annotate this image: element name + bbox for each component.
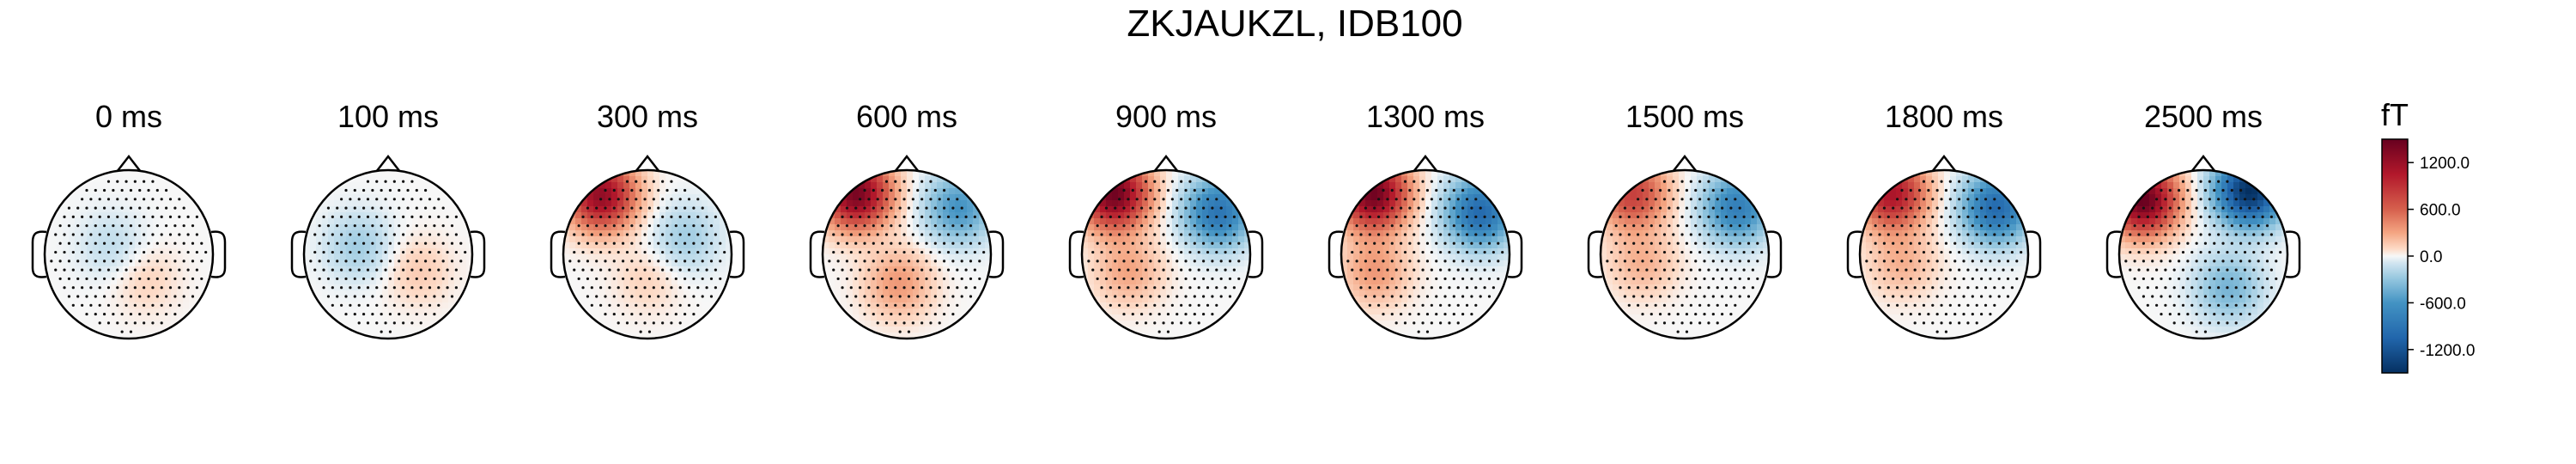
right-ear [470, 230, 486, 278]
nose [635, 154, 660, 173]
sensor-dots [50, 180, 208, 333]
nose [1153, 154, 1179, 173]
left-ear [1846, 230, 1862, 278]
left-ear [2105, 230, 2122, 278]
figure-title: ZKJAUKZL, IDB100 [1127, 3, 1462, 45]
topomap-panel: 1500 ms [1587, 99, 1783, 340]
colorbar: fT 1200.0 600.0 0.0 -600.0 -1200.0 [2381, 97, 2475, 374]
topomap-panel: 1300 ms [1327, 99, 1523, 340]
nose [1931, 154, 1957, 173]
panel-time-label: 2500 ms [2144, 99, 2263, 134]
panel-time-label: 1500 ms [1625, 99, 1744, 134]
right-ear [2285, 230, 2301, 278]
nose [894, 154, 920, 173]
sensor-dots [828, 180, 986, 333]
nose [2190, 154, 2216, 173]
head-outline [302, 168, 474, 340]
panel-time-label: 1300 ms [1366, 99, 1485, 134]
right-ear [1248, 230, 1264, 278]
colorbar-tick-label: 600.0 [2420, 202, 2461, 220]
panel-time-label: 100 ms [337, 99, 439, 134]
left-ear [809, 230, 825, 278]
sensor-dots [309, 180, 467, 333]
right-ear [2026, 230, 2042, 278]
colorbar-label: fT [2381, 97, 2409, 132]
sensor-dots [1865, 180, 2023, 333]
topomap-panel: 900 ms [1068, 99, 1264, 340]
right-ear [1766, 230, 1783, 278]
colorbar-tick-label: -1200.0 [2420, 342, 2475, 360]
left-ear [550, 230, 566, 278]
topomap-panel: 100 ms [290, 99, 486, 340]
colorbar-tick-label: 0.0 [2420, 248, 2442, 266]
left-ear [31, 230, 47, 278]
right-ear [988, 230, 1005, 278]
head-outline [2117, 168, 2289, 340]
panel-time-label: 600 ms [856, 99, 957, 134]
nose [375, 154, 401, 173]
head-outline [821, 168, 993, 340]
colorbar-tick-label: -600.0 [2420, 295, 2466, 313]
panel-time-label: 1800 ms [1885, 99, 2003, 134]
sensor-dots [2124, 180, 2282, 333]
panel-time-label: 0 ms [95, 99, 162, 134]
panel-time-label: 300 ms [597, 99, 698, 134]
topomap-panels: 0 ms 100 ms 300 ms 600 ms 900 ms 1300 ms 1500 … [31, 99, 2301, 340]
topomap-panel: 1800 ms [1846, 99, 2042, 340]
right-ear [729, 230, 745, 278]
left-ear [290, 230, 307, 278]
right-ear [210, 230, 227, 278]
sensor-dots [1606, 180, 1764, 333]
nose [1413, 154, 1438, 173]
head-outline [1080, 168, 1252, 340]
left-ear [1068, 230, 1084, 278]
right-ear [1507, 230, 1523, 278]
head-outline [1858, 168, 2030, 340]
panel-time-label: 900 ms [1115, 99, 1217, 134]
sensor-dots [1346, 180, 1504, 333]
head-outline [43, 168, 215, 340]
head-outline [1340, 168, 1511, 340]
left-ear [1327, 230, 1344, 278]
colorbar-tick-label: 1200.0 [2420, 155, 2470, 173]
colorbar-gradient [2381, 138, 2409, 374]
sensor-dots [568, 180, 726, 333]
nose [1672, 154, 1698, 173]
topomap-panel: 300 ms [550, 99, 745, 340]
head-outline [562, 168, 733, 340]
nose [116, 154, 142, 173]
left-ear [1587, 230, 1603, 278]
topomap-panel: 0 ms [31, 99, 227, 340]
topomap-panel: 600 ms [809, 99, 1005, 340]
sensor-dots [1087, 180, 1245, 333]
head-outline [1599, 168, 1771, 340]
topomap-panel: 2500 ms [2105, 99, 2301, 340]
